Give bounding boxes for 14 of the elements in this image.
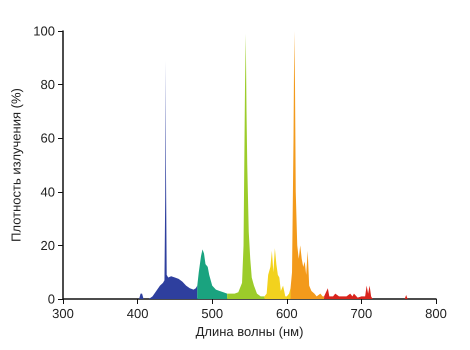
- x-tick-label: 700: [350, 306, 372, 321]
- x-tick-label: 600: [276, 306, 298, 321]
- y-tick-label: 100: [33, 24, 55, 38]
- y-axis-title: Плотность излучения (%): [8, 88, 24, 242]
- x-tick-label: 400: [126, 306, 148, 321]
- y-tick-label: 40: [40, 184, 55, 200]
- x-tick-label: 800: [425, 306, 447, 321]
- x-tick-label: 500: [201, 306, 224, 321]
- y-tick-label: 20: [40, 238, 55, 253]
- x-axis-title: Длина волны (нм): [196, 324, 304, 339]
- y-tick-label: 60: [40, 130, 55, 146]
- x-tick-label: 300: [52, 306, 74, 321]
- y-tick-label: 0: [48, 292, 55, 306]
- y-tick-label: 80: [40, 77, 55, 92]
